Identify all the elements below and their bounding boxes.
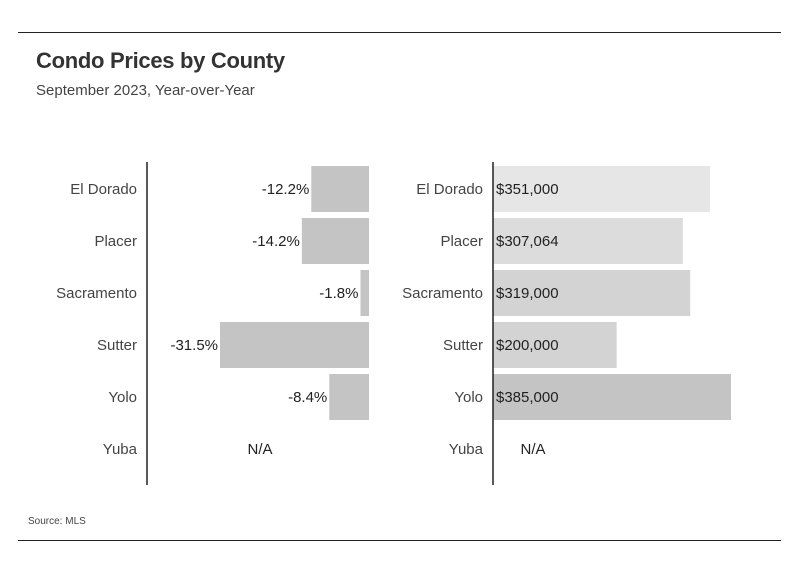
category-label: Yolo <box>454 389 483 406</box>
price-bar <box>493 374 731 420</box>
data-label: -14.2% <box>252 233 300 250</box>
data-label: -8.4% <box>288 389 327 406</box>
bottom-rule <box>18 540 781 541</box>
source-note: Source: MLS <box>28 516 86 527</box>
data-label: $307,064 <box>496 233 559 250</box>
data-label: -12.2% <box>262 181 310 198</box>
price-bar <box>493 218 683 264</box>
category-label: Yuba <box>103 441 138 458</box>
data-label: $385,000 <box>496 389 559 406</box>
category-label: Placer <box>94 233 137 250</box>
category-label: Sutter <box>443 337 483 354</box>
category-label: Sutter <box>97 337 137 354</box>
data-label: -31.5% <box>170 337 218 354</box>
category-label: El Dorado <box>70 181 137 198</box>
category-label: Yuba <box>449 441 484 458</box>
data-label: $319,000 <box>496 285 559 302</box>
category-label: Sacramento <box>56 285 137 302</box>
price-bar <box>493 166 710 212</box>
price-bar <box>493 270 691 316</box>
data-label: N/A <box>520 441 545 458</box>
category-label: Yolo <box>108 389 137 406</box>
category-label: Sacramento <box>402 285 483 302</box>
change-bar <box>360 270 369 316</box>
price-bar <box>493 322 617 368</box>
data-label: N/A <box>247 441 272 458</box>
category-label: Placer <box>440 233 483 250</box>
chart-subtitle: September 2023, Year-over-Year <box>36 82 255 99</box>
category-label: El Dorado <box>416 181 483 198</box>
top-rule <box>18 32 781 33</box>
chart-title: Condo Prices by County <box>36 48 285 73</box>
data-label: -1.8% <box>319 285 358 302</box>
data-label: $200,000 <box>496 337 559 354</box>
change-bar <box>311 166 369 212</box>
data-label: $351,000 <box>496 181 559 198</box>
change-bar <box>329 374 369 420</box>
change-bar <box>301 218 369 264</box>
change-bar <box>220 322 369 368</box>
